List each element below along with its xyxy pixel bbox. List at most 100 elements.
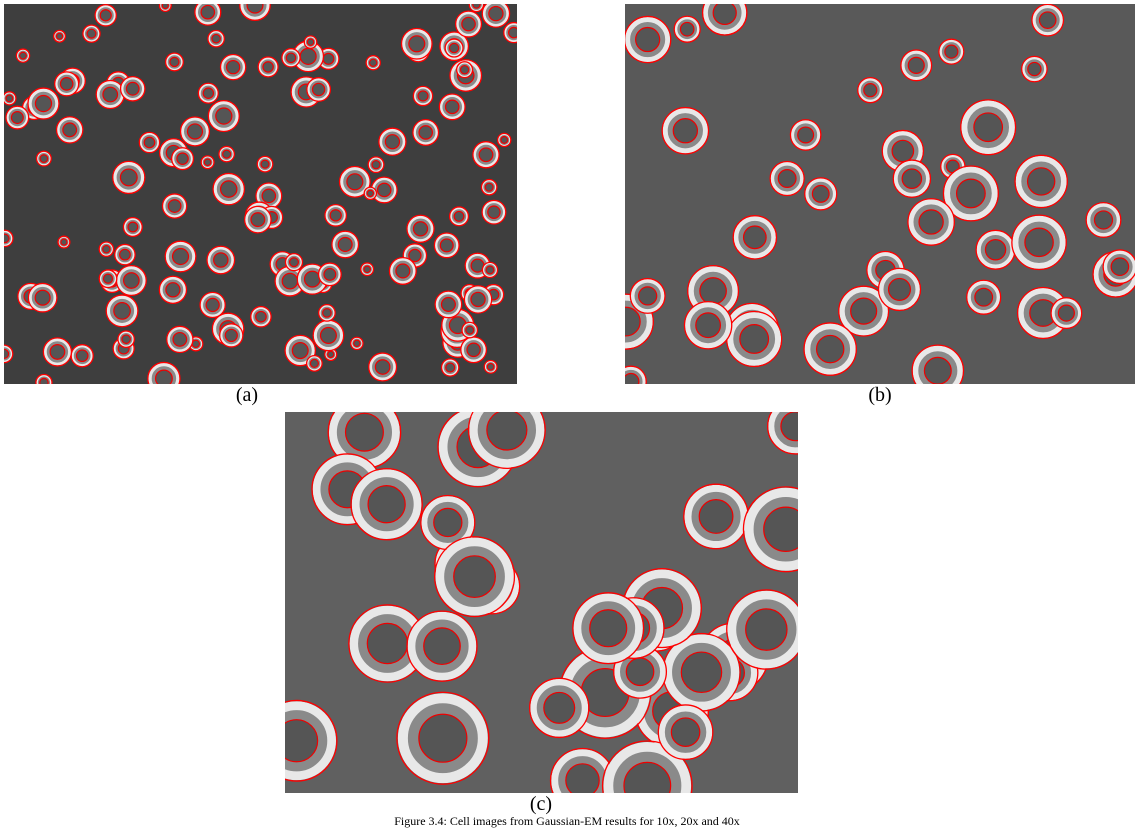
cell (285, 254, 302, 271)
cell (703, 4, 747, 35)
cell (858, 78, 883, 103)
cell (4, 92, 16, 105)
cell (442, 359, 459, 376)
micrograph-a (4, 4, 517, 384)
cell (245, 206, 271, 232)
cell (967, 280, 1001, 314)
cell-overlay (285, 412, 798, 793)
cell (139, 132, 159, 152)
cell (16, 49, 29, 62)
cell (908, 199, 954, 245)
cell (462, 322, 477, 337)
cell (727, 590, 798, 669)
cell (285, 700, 337, 781)
cell (325, 205, 346, 226)
cell (457, 62, 473, 78)
cell (240, 4, 270, 20)
cell (181, 117, 210, 146)
cell (805, 178, 837, 210)
cell (484, 360, 497, 373)
cell (1103, 250, 1135, 284)
cell (407, 611, 477, 681)
cell (116, 266, 146, 296)
micrograph-b (625, 4, 1135, 384)
cell (481, 180, 496, 195)
cell (912, 345, 963, 384)
cell (727, 311, 782, 366)
cell (121, 77, 145, 101)
cell (351, 337, 363, 349)
cell (166, 53, 184, 71)
cell (733, 216, 776, 259)
cell (482, 4, 509, 27)
cell (282, 49, 300, 67)
cell (304, 36, 316, 48)
cell (113, 161, 145, 193)
cell (743, 487, 798, 572)
cell (71, 345, 93, 367)
cell (213, 173, 244, 204)
cell-overlay (625, 4, 1135, 384)
cell (413, 120, 439, 146)
panel-label: (b) (868, 384, 891, 407)
cell (118, 331, 134, 347)
cell (397, 692, 489, 784)
cell (770, 162, 804, 196)
cell (148, 362, 180, 384)
cell (28, 88, 59, 119)
figure-caption: Figure 3.4: Cell images from Gaussian-EM… (394, 814, 740, 829)
panel-label: (a) (236, 384, 258, 407)
cell (195, 4, 221, 25)
cell (83, 25, 100, 42)
cell (55, 72, 79, 96)
cell (115, 244, 135, 264)
panel-label: (c) (530, 793, 552, 816)
cell (878, 268, 920, 310)
cell (482, 262, 497, 277)
cell (658, 705, 713, 760)
cell (167, 326, 193, 352)
cell (28, 283, 57, 312)
cell (389, 258, 416, 285)
cell (450, 207, 469, 226)
cell (163, 194, 187, 218)
cell (172, 148, 194, 170)
cell (435, 537, 515, 617)
cell (413, 86, 432, 105)
cell (625, 16, 671, 62)
cell (368, 157, 384, 173)
cell (498, 133, 511, 146)
cell (257, 156, 272, 171)
cell (361, 263, 374, 276)
micrograph-c (285, 412, 798, 793)
cell (662, 108, 708, 154)
cell (768, 412, 798, 454)
cell (37, 151, 52, 166)
cell (674, 16, 700, 42)
cell (307, 356, 322, 371)
cell (99, 242, 113, 256)
cell (369, 353, 397, 381)
cell (684, 484, 749, 549)
cell (351, 469, 422, 540)
cell-overlay (4, 4, 517, 384)
cell (790, 120, 820, 150)
cell (221, 55, 246, 80)
cell (469, 4, 483, 12)
cell (54, 30, 66, 42)
cell (379, 128, 406, 155)
cell (332, 231, 359, 258)
cell (976, 230, 1015, 269)
cell (208, 101, 239, 132)
cell (95, 5, 116, 26)
cell (99, 270, 117, 288)
cell (57, 117, 83, 143)
cell (1032, 4, 1064, 36)
cell (893, 160, 930, 197)
cell (625, 366, 646, 384)
cell (96, 80, 124, 108)
cell (6, 106, 29, 129)
cell (434, 233, 459, 258)
cell (939, 39, 964, 64)
cell (160, 4, 172, 11)
